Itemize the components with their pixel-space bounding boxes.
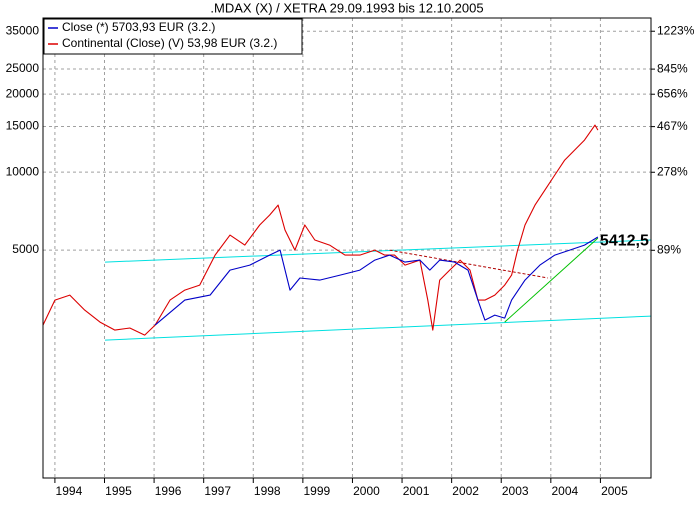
- y2-tick-label: 656%: [657, 86, 688, 100]
- series-line: [42, 124, 599, 336]
- y-tick-label: 35000: [6, 23, 40, 37]
- x-tick-label: 1998: [254, 484, 281, 498]
- y-tick-label: 15000: [6, 119, 40, 133]
- trend-line: [104, 239, 652, 263]
- series-line: [154, 236, 599, 326]
- trend-line: [104, 315, 652, 341]
- x-tick-label: 1996: [155, 484, 182, 498]
- y-tick-label: 5000: [12, 242, 39, 256]
- y2-tick-label: 1223%: [657, 23, 695, 37]
- x-tick-label: 1994: [56, 484, 83, 498]
- legend-box: [43, 18, 303, 55]
- x-tick-label: 2000: [353, 484, 380, 498]
- x-tick-label: 2004: [551, 484, 578, 498]
- x-tick-label: 1995: [105, 484, 132, 498]
- y-tick-label: 10000: [6, 164, 40, 178]
- y2-tick-label: 845%: [657, 61, 688, 75]
- x-tick-label: 2002: [452, 484, 479, 498]
- annotation: 5412,5: [600, 232, 649, 249]
- chart-title: .MDAX (X) / XETRA 29.09.1993 bis 12.10.2…: [210, 0, 483, 15]
- x-tick-label: 1997: [204, 484, 231, 498]
- plot-area: 5412,5: [42, 18, 652, 478]
- x-tick-label: 2005: [601, 484, 628, 498]
- legend: Close (*) 5703,93 EUR (3.2.) Continental …: [43, 18, 303, 55]
- x-tick-label: 2001: [403, 484, 430, 498]
- x-tick-label: 1999: [304, 484, 331, 498]
- legend-label: Continental (Close) (V) 53,98 EUR (3.2.): [62, 36, 277, 50]
- y2-tick-label: 278%: [657, 164, 688, 178]
- x-tick-label: 2003: [502, 484, 529, 498]
- y2-tick-label: 89%: [657, 242, 681, 256]
- plot-frame: [42, 17, 652, 479]
- trend-line: [389, 249, 548, 279]
- trend-line: [504, 237, 599, 323]
- y2-tick-label: 467%: [657, 119, 688, 133]
- legend-label: Close (*) 5703,93 EUR (3.2.): [62, 20, 215, 34]
- y-tick-label: 25000: [6, 61, 40, 75]
- y-tick-label: 20000: [6, 86, 40, 100]
